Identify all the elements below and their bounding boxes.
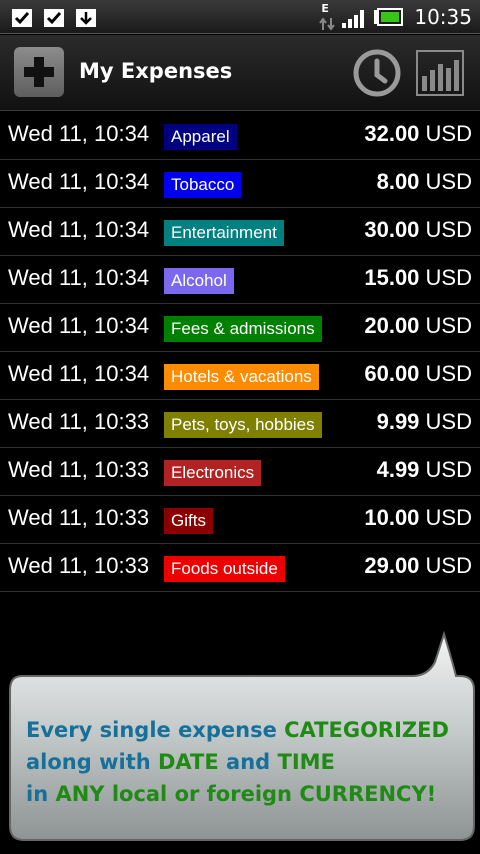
amount-value: 4.99 <box>376 457 420 482</box>
expense-amount: 9.99 USD <box>377 409 472 435</box>
expense-date: Wed 11, 10:34 <box>8 169 150 194</box>
expense-category-badge: Entertainment <box>164 220 284 246</box>
amount-currency: USD <box>425 361 472 386</box>
expense-category-badge: Hotels & vacations <box>164 364 319 390</box>
expense-row[interactable]: Wed 11, 10:33 Pets, toys, hobbies 9.99 USD <box>0 400 480 448</box>
amount-value: 15.00 <box>364 265 420 290</box>
expense-category-badge: Foods outside <box>164 556 285 582</box>
add-expense-button[interactable] <box>14 47 64 97</box>
amount-currency: USD <box>425 457 472 482</box>
expense-amount: 30.00 USD <box>364 217 472 243</box>
amount-value: 9.99 <box>376 409 420 434</box>
expense-amount: 20.00 USD <box>364 313 472 339</box>
promo-line-3: in ANY local or foreign CURRENCY! <box>26 782 437 806</box>
promo-text: Every single expense CATEGORIZED along w… <box>26 714 466 810</box>
expense-row[interactable]: Wed 11, 10:33 Foods outside 29.00 USD <box>0 544 480 592</box>
expense-list: Wed 11, 10:34 Apparel 32.00 USD Wed 11, 10:… <box>0 112 480 592</box>
expense-category-badge: Fees & admissions <box>164 316 322 342</box>
expense-row[interactable]: Wed 11, 10:34 Entertainment 30.00 USD <box>0 208 480 256</box>
battery-icon <box>374 8 404 26</box>
expense-amount: 10.00 USD <box>364 505 472 531</box>
amount-currency: USD <box>425 553 472 578</box>
expense-date: Wed 11, 10:34 <box>8 313 150 338</box>
expense-date: Wed 11, 10:33 <box>8 553 150 578</box>
notification-icons <box>10 5 98 29</box>
amount-value: 60.00 <box>364 361 420 386</box>
data-arrows-icon: E <box>318 2 336 31</box>
expense-amount: 32.00 USD <box>364 121 472 147</box>
page-title: My Expenses <box>79 59 233 83</box>
amount-value: 20.00 <box>364 313 420 338</box>
expense-date: Wed 11, 10:33 <box>8 505 150 530</box>
expense-amount: 4.99 USD <box>377 457 472 483</box>
network-type-label: E <box>321 2 329 15</box>
expense-amount: 60.00 USD <box>364 361 472 387</box>
amount-value: 29.00 <box>364 553 420 578</box>
amount-value: 30.00 <box>364 217 420 242</box>
expense-category-badge: Pets, toys, hobbies <box>164 412 322 438</box>
expense-row[interactable]: Wed 11, 10:33 Electronics 4.99 USD <box>0 448 480 496</box>
amount-currency: USD <box>425 169 472 194</box>
amount-value: 10.00 <box>364 505 420 530</box>
expense-row[interactable]: Wed 11, 10:34 Fees & admissions 20.00 USD <box>0 304 480 352</box>
bar-chart-icon[interactable] <box>416 50 464 96</box>
checkbox-icon <box>44 9 64 27</box>
expense-category-badge: Electronics <box>164 460 262 486</box>
signal-icon <box>342 10 365 28</box>
expense-date: Wed 11, 10:33 <box>8 409 150 434</box>
checkbox-icon <box>12 9 32 27</box>
amount-currency: USD <box>425 313 472 338</box>
speech-bubble <box>9 630 475 841</box>
amount-currency: USD <box>425 121 472 146</box>
expense-amount: 8.00 USD <box>377 169 472 195</box>
expense-row[interactable]: Wed 11, 10:34 Hotels & vacations 60.00 USD <box>0 352 480 400</box>
expense-date: Wed 11, 10:34 <box>8 217 150 242</box>
amount-currency: USD <box>425 217 472 242</box>
expense-row[interactable]: Wed 11, 10:34 Tobacco 8.00 USD <box>0 160 480 208</box>
status-bar: E 10:35 <box>0 0 480 34</box>
promo-line-2: along with DATE and TIME <box>26 750 335 774</box>
expense-category-badge: Gifts <box>164 508 213 534</box>
promo-callout: Every single expense CATEGORIZED along w… <box>0 620 480 850</box>
expense-row[interactable]: Wed 11, 10:34 Apparel 32.00 USD <box>0 112 480 160</box>
expense-date: Wed 11, 10:34 <box>8 361 150 386</box>
expense-category-badge: Apparel <box>164 124 237 150</box>
expense-amount: 29.00 USD <box>364 553 472 579</box>
expense-date: Wed 11, 10:34 <box>8 265 150 290</box>
amount-currency: USD <box>425 505 472 530</box>
expense-category-badge: Tobacco <box>164 172 242 198</box>
expense-date: Wed 11, 10:34 <box>8 121 150 146</box>
action-bar: My Expenses <box>0 35 480 111</box>
amount-currency: USD <box>425 409 472 434</box>
expense-date: Wed 11, 10:33 <box>8 457 150 482</box>
clock-time: 10:35 <box>414 5 472 29</box>
system-icons: E 10:35 <box>318 2 472 31</box>
clock-icon[interactable] <box>352 48 402 98</box>
amount-value: 8.00 <box>376 169 420 194</box>
amount-currency: USD <box>425 265 472 290</box>
download-icon <box>76 9 96 27</box>
expense-category-badge: Alcohol <box>164 268 234 294</box>
expense-amount: 15.00 USD <box>364 265 472 291</box>
expense-row[interactable]: Wed 11, 10:33 Gifts 10.00 USD <box>0 496 480 544</box>
plus-icon <box>24 57 54 87</box>
amount-value: 32.00 <box>364 121 420 146</box>
promo-line-1: Every single expense CATEGORIZED <box>26 718 449 742</box>
expense-row[interactable]: Wed 11, 10:34 Alcohol 15.00 USD <box>0 256 480 304</box>
